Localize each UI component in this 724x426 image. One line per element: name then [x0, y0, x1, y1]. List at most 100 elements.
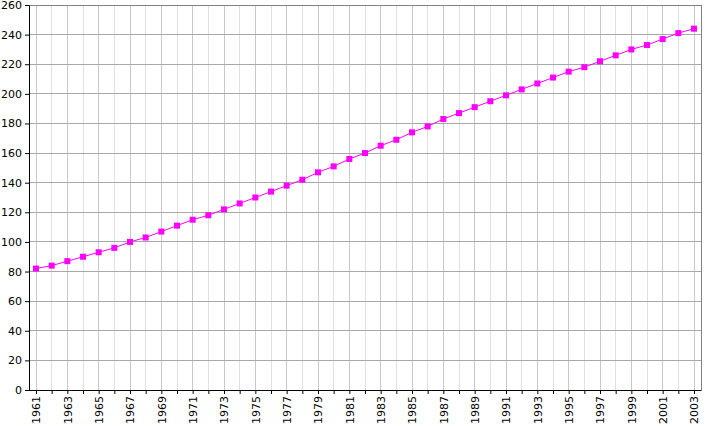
marker: [80, 254, 86, 260]
grid-line-x: [443, 5, 444, 390]
grid-line-x: [521, 5, 522, 390]
x-tick-mark: [287, 390, 288, 394]
grid-line-x: [474, 5, 475, 390]
marker: [519, 86, 525, 92]
x-tick: [396, 390, 397, 394]
y-tick-label: 80: [8, 266, 22, 279]
grid-line-x: [333, 5, 334, 390]
grid-line-x: [83, 5, 84, 390]
y-tick: 260: [1, 0, 29, 12]
y-tick-mark: [25, 64, 29, 65]
x-tick-label: 1969: [156, 396, 169, 424]
x-tick: [428, 390, 429, 394]
y-tick-mark: [25, 183, 29, 184]
marker: [158, 229, 164, 235]
x-tick-label: 1967: [124, 396, 137, 424]
marker: [362, 150, 368, 156]
marker: [127, 239, 133, 245]
marker: [581, 64, 587, 70]
grid-line-x: [537, 5, 538, 390]
y-tick: 0: [15, 384, 29, 397]
grid-line-x: [145, 5, 146, 390]
x-tick-mark: [114, 390, 115, 394]
grid-line-x: [553, 5, 554, 390]
y-tick: 100: [1, 236, 29, 249]
x-tick: [334, 390, 335, 394]
x-tick-label: 1999: [626, 396, 639, 424]
x-tick-mark: [334, 390, 335, 394]
marker: [284, 183, 290, 189]
x-tick-mark: [616, 390, 617, 394]
marker: [346, 156, 352, 162]
grid-line-y: [29, 182, 701, 183]
y-tick-label: 240: [1, 29, 22, 42]
grid-line-x: [631, 5, 632, 390]
y-tick-label: 140: [1, 177, 22, 190]
x-tick-mark: [302, 390, 303, 394]
marker: [409, 129, 415, 135]
marker: [566, 69, 572, 75]
y-tick-mark: [25, 242, 29, 243]
x-tick-mark: [490, 390, 491, 394]
marker: [597, 58, 603, 64]
x-tick-mark: [349, 390, 350, 394]
x-tick: 1969: [156, 390, 169, 424]
y-tick-label: 120: [1, 206, 22, 219]
grid-line-y: [29, 271, 701, 272]
grid-line-x: [678, 5, 679, 390]
x-tick: [584, 390, 585, 394]
x-tick: [52, 390, 53, 394]
x-tick-label: 1973: [218, 396, 231, 424]
marker: [299, 177, 305, 183]
grid-line-x: [67, 5, 68, 390]
x-tick-mark: [694, 390, 695, 394]
y-tick-mark: [25, 212, 29, 213]
grid-line-x: [130, 5, 131, 390]
x-tick-mark: [193, 390, 194, 394]
x-tick-mark: [553, 390, 554, 394]
x-tick: [365, 390, 366, 394]
x-tick-label: 1977: [281, 396, 294, 424]
x-tick-mark: [600, 390, 601, 394]
y-tick: 120: [1, 206, 29, 219]
marker: [628, 46, 634, 52]
y-tick-mark: [25, 153, 29, 154]
grid-line-y: [29, 301, 701, 302]
x-tick-label: 2001: [657, 396, 670, 424]
x-tick-label: 1987: [438, 396, 451, 424]
x-tick: [678, 390, 679, 394]
y-tick: 180: [1, 117, 29, 130]
grid-line-x: [36, 5, 37, 390]
marker: [550, 75, 556, 81]
marker: [393, 137, 399, 143]
y-tick-mark: [25, 301, 29, 302]
x-tick-label: 1963: [62, 396, 75, 424]
x-tick: [490, 390, 491, 394]
x-tick-mark: [365, 390, 366, 394]
grid-line-x: [459, 5, 460, 390]
marker: [675, 30, 681, 36]
marker: [472, 104, 478, 110]
marker: [190, 217, 196, 223]
x-tick-mark: [83, 390, 84, 394]
x-tick-label: 1965: [93, 396, 106, 424]
marker: [425, 123, 431, 129]
marker: [174, 223, 180, 229]
marker: [660, 36, 666, 42]
marker: [331, 163, 337, 169]
series-line: [36, 29, 694, 269]
x-tick-mark: [36, 390, 37, 394]
marker: [644, 42, 650, 48]
grid-line-x: [177, 5, 178, 390]
x-tick-mark: [146, 390, 147, 394]
grid-line-y: [29, 123, 701, 124]
x-tick-mark: [631, 390, 632, 394]
x-tick-mark: [396, 390, 397, 394]
x-tick-mark: [459, 390, 460, 394]
y-tick-label: 220: [1, 58, 22, 71]
marker: [49, 263, 55, 269]
marker: [613, 52, 619, 58]
y-tick-label: 20: [8, 354, 22, 367]
x-tick: 1963: [62, 390, 75, 424]
grid-line-x: [380, 5, 381, 390]
